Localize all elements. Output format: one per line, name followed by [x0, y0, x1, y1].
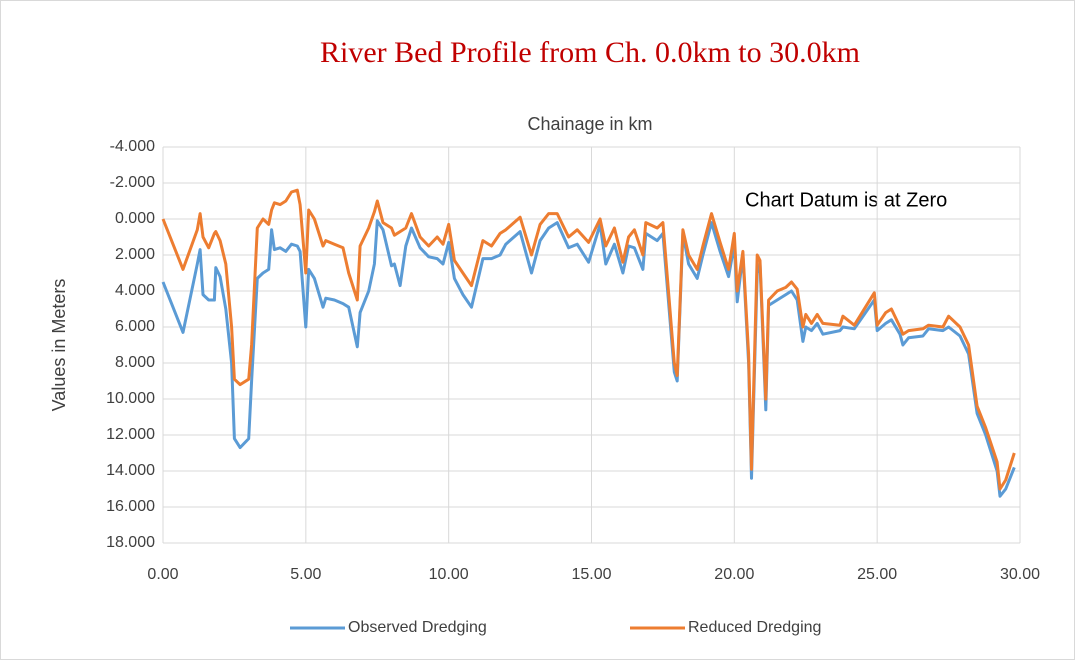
y-tick-label: -4.000: [110, 138, 155, 155]
y-tick-label: 10.000: [106, 390, 155, 407]
series-line: [161, 188, 1016, 491]
x-tick-label: 15.00: [571, 566, 611, 583]
chart-title: River Bed Profile from Ch. 0.0km to 30.0…: [320, 36, 860, 69]
annotation: Chart Datum is at Zero: [745, 189, 947, 211]
y-tick-label: 8.000: [115, 354, 155, 371]
x-axis-title: Chainage in km: [527, 114, 652, 134]
x-tick-label: 10.00: [429, 566, 469, 583]
series-line: [161, 219, 1016, 498]
x-tick-label: 5.00: [290, 566, 321, 583]
y-tick-label: 16.000: [106, 498, 155, 515]
x-tick-label: 30.00: [1000, 566, 1040, 583]
legend-label: Observed Dredging: [348, 619, 487, 636]
y-tick-label: 4.000: [115, 282, 155, 299]
y-tick-label: 12.000: [106, 426, 155, 443]
x-tick-label: 20.00: [714, 566, 754, 583]
y-tick-label: 14.000: [106, 462, 155, 479]
x-tick-label: 0.00: [147, 566, 178, 583]
y-tick-label: -2.000: [110, 174, 155, 191]
y-tick-label: 6.000: [115, 318, 155, 335]
y-tick-label: 2.000: [115, 246, 155, 263]
legend-label: Reduced Dredging: [688, 619, 821, 636]
y-axis-title: Values in Meters: [49, 279, 69, 412]
y-tick-label: 18.000: [106, 534, 155, 551]
y-tick-label: 0.000: [115, 210, 155, 227]
x-tick-label: 25.00: [857, 566, 897, 583]
